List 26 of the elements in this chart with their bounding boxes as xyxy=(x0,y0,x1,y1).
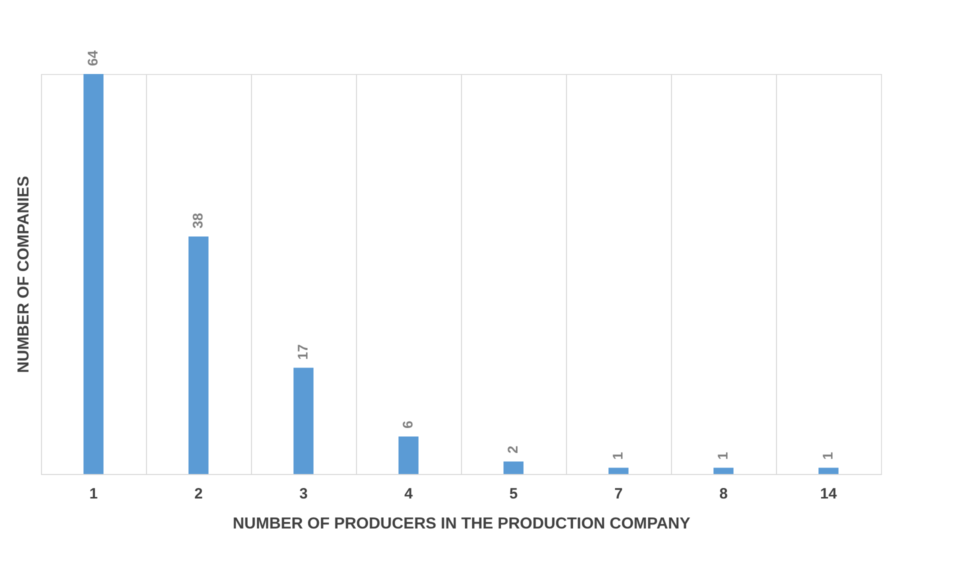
bar xyxy=(504,462,524,474)
x-tick-label: 14 xyxy=(820,486,838,502)
x-tick-label: 3 xyxy=(299,486,308,502)
bar xyxy=(608,468,628,474)
x-tick-label: 8 xyxy=(719,486,728,502)
data-label: 1 xyxy=(610,452,626,460)
bar xyxy=(714,468,734,474)
x-tick-label: 5 xyxy=(509,486,518,502)
bar xyxy=(294,368,314,474)
x-tick-label: 2 xyxy=(194,486,203,502)
x-axis-title: NUMBER OF PRODUCERS IN THE PRODUCTION COMPANY xyxy=(232,516,691,532)
data-label: 6 xyxy=(400,420,416,428)
data-label: 2 xyxy=(504,446,520,454)
data-label: 1 xyxy=(714,452,730,460)
data-label: 17 xyxy=(294,344,310,360)
data-label: 64 xyxy=(84,50,100,66)
x-tick-label: 1 xyxy=(89,486,98,502)
x-tick-label: 7 xyxy=(614,486,623,502)
bar xyxy=(398,436,418,474)
data-label: 38 xyxy=(190,212,206,228)
data-label: 1 xyxy=(820,452,836,460)
x-tick-label: 4 xyxy=(404,486,414,502)
bar xyxy=(84,74,104,474)
bar xyxy=(818,468,838,474)
y-axis-title: NUMBER OF COMPANIES xyxy=(16,176,32,374)
bar xyxy=(188,236,208,474)
